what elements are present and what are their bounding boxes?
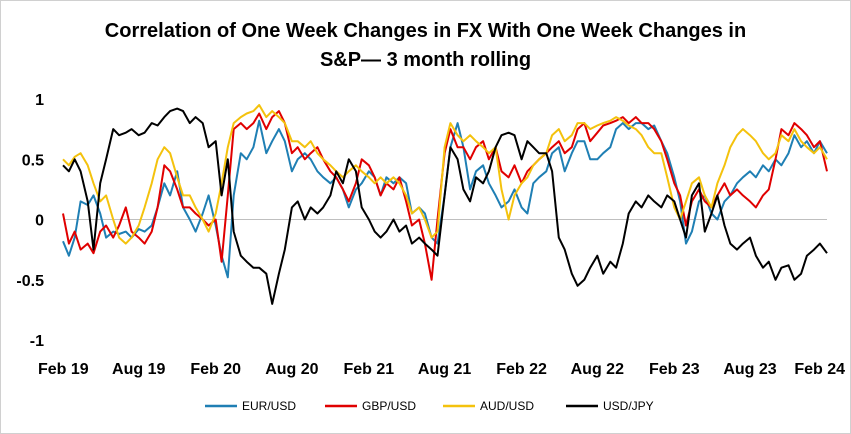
legend-label: AUD/USD bbox=[480, 399, 534, 413]
x-tick-label: Feb 22 bbox=[496, 361, 547, 378]
x-tick-label: Aug 21 bbox=[418, 361, 471, 378]
legend-label: USD/JPY bbox=[603, 399, 654, 413]
x-tick-label: Feb 19 bbox=[38, 361, 89, 378]
x-tick-label: Feb 24 bbox=[794, 361, 845, 378]
y-tick-label: -1 bbox=[30, 333, 44, 350]
legend: EUR/USD GBP/USD AUD/USD USD/JPY bbox=[205, 399, 654, 413]
y-tick-label: -0.5 bbox=[16, 273, 44, 290]
x-tick-label: Aug 23 bbox=[723, 361, 776, 378]
x-tick-label: Aug 22 bbox=[571, 361, 624, 378]
series-layer bbox=[62, 104, 828, 305]
series-line-usd-jpy bbox=[62, 107, 828, 305]
chart-title-line-2: S&P— 3 month rolling bbox=[319, 49, 532, 71]
y-tick-label: 0 bbox=[35, 213, 44, 230]
legend-label: GBP/USD bbox=[362, 399, 416, 413]
legend-label: EUR/USD bbox=[242, 399, 296, 413]
series-line-aud-usd bbox=[62, 104, 828, 245]
y-tick-label: 1 bbox=[35, 92, 44, 109]
x-tick-label: Feb 21 bbox=[344, 361, 395, 378]
x-tick-label: Feb 20 bbox=[190, 361, 241, 378]
x-tick-label: Feb 23 bbox=[649, 361, 700, 378]
x-tick-label: Aug 20 bbox=[265, 361, 318, 378]
chart-title-line-1: Correlation of One Week Changes in FX Wi… bbox=[104, 20, 747, 42]
chart-axes: 1 0.5 0 -0.5 -1 Feb 19 Aug 19 Feb 20 Aug 20 Feb 2… bbox=[16, 92, 845, 378]
x-tick-label: Aug 19 bbox=[112, 361, 165, 378]
y-tick-label: 0.5 bbox=[22, 152, 44, 169]
